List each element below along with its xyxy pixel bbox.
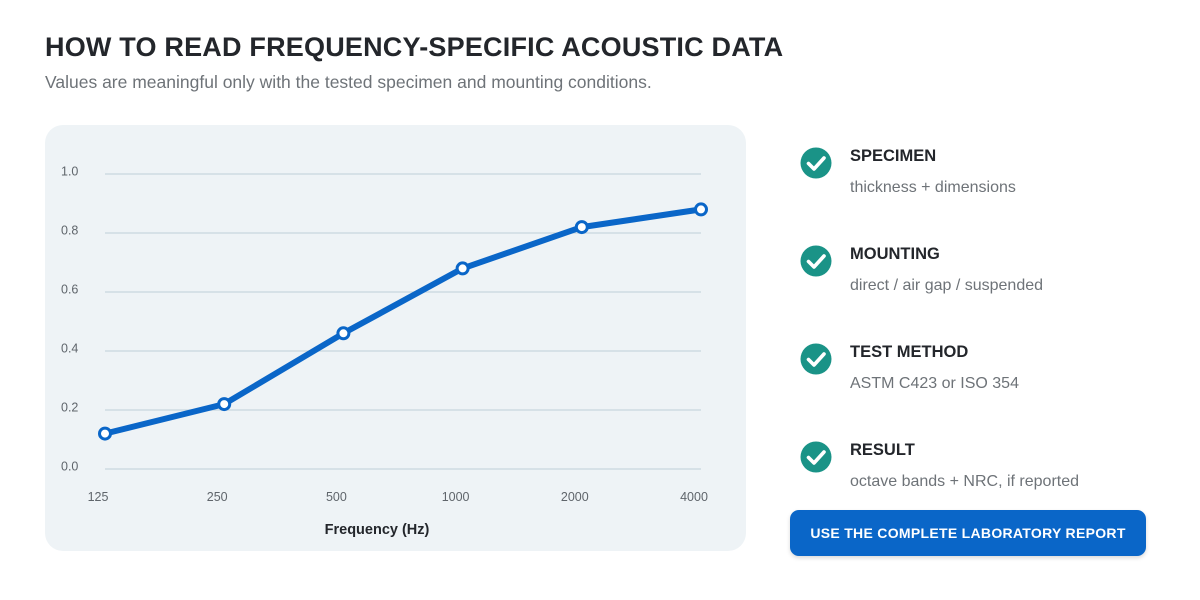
data-point	[694, 202, 708, 217]
checklist-item-label: SPECIMEN	[850, 147, 937, 165]
checklist-item: SPECIMEN thickness + dimensions	[800, 147, 1160, 217]
data-point	[336, 326, 351, 341]
data-point	[98, 426, 112, 441]
check-circle-icon	[800, 147, 832, 179]
x-tick-label: 1000	[442, 490, 470, 504]
checklist-item: TEST METHOD ASTM C423 or ISO 354	[800, 343, 1160, 413]
data-point	[455, 261, 470, 276]
y-tick-label: 0.4	[61, 341, 78, 355]
x-tick-label: 250	[207, 490, 228, 504]
checklist-item-label: MOUNTING	[850, 245, 940, 263]
checklist-item: RESULT octave bands + NRC, if reported	[800, 441, 1160, 511]
data-point	[217, 397, 232, 412]
x-tick-label: 2000	[561, 490, 589, 504]
y-tick-label: 0.6	[61, 282, 78, 296]
requirements-checklist: SPECIMEN thickness + dimensions MOUNTING di…	[800, 0, 1160, 600]
check-circle-icon	[800, 343, 832, 375]
y-tick-label: 1.0	[61, 164, 78, 178]
check-circle-icon	[800, 245, 832, 277]
checklist-item-desc: direct / air gap / suspended	[850, 277, 1044, 294]
page-subtitle: Values are meaningful only with the test…	[45, 72, 652, 92]
check-circle-icon	[800, 441, 832, 473]
y-tick-label: 0.2	[61, 400, 78, 414]
x-tick-label: 4000	[680, 490, 708, 504]
checklist-item-label: TEST METHOD	[850, 343, 969, 361]
page-title: HOW TO READ FREQUENCY-SPECIFIC ACOUSTIC …	[45, 32, 784, 62]
checklist-item-desc: ASTM C423 or ISO 354	[850, 375, 1019, 392]
use-report-button[interactable]: USE THE COMPLETE LABORATORY REPORT	[790, 510, 1146, 556]
series-line	[102, 206, 704, 437]
chart-card: 0.0 0.2 0.4 0.6 0.8 1.0 125 250 500 1000 2000 4000…	[45, 125, 746, 551]
x-axis-label: Frequency (Hz)	[325, 522, 430, 538]
x-tick-label: 125	[88, 490, 109, 504]
checklist-item-label: RESULT	[850, 441, 915, 459]
checklist-item-desc: octave bands + NRC, if reported	[850, 473, 1080, 490]
y-tick-label: 0.0	[61, 459, 78, 473]
data-point	[574, 220, 589, 235]
checklist-item-desc: thickness + dimensions	[850, 179, 1016, 196]
absorption-line-chart: 0.0 0.2 0.4 0.6 0.8 1.0 125 250 500 1000 2000 4000…	[61, 164, 708, 538]
x-tick-label: 500	[326, 490, 347, 504]
checklist-item: MOUNTING direct / air gap / suspended	[800, 245, 1160, 315]
y-tick-label: 0.8	[61, 223, 78, 237]
